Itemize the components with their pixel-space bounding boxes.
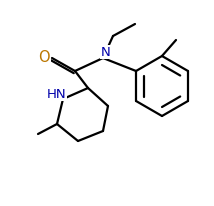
Text: N: N <box>101 46 111 59</box>
Text: O: O <box>38 49 50 64</box>
Text: HN: HN <box>47 88 67 101</box>
